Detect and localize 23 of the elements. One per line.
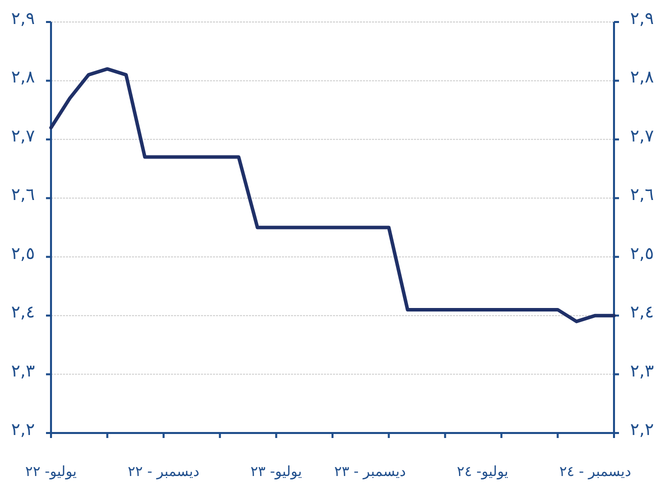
x-tick-label: يوليو- ٢٣ xyxy=(250,464,302,480)
y2-tick-label: ٢,٢ xyxy=(630,420,654,440)
x-tick-label: يوليو- ٢٢ xyxy=(25,464,77,480)
x-tick-label: يوليو- ٢٤ xyxy=(456,464,508,480)
y2-tick-label: ٢,٩ xyxy=(630,9,654,29)
y2-tick-label: ٢,٤ xyxy=(630,302,654,323)
y2-tick-label: ٢,٣ xyxy=(630,361,654,382)
line-series xyxy=(49,67,616,324)
y2-tick-label: ٢,٧ xyxy=(630,126,654,146)
y-tick-label: ٢,٤ xyxy=(11,302,35,323)
x-tick-label: ديسمبر - ٢٤ xyxy=(559,464,632,480)
y-tick-label: ٢,٩ xyxy=(11,9,35,29)
x-tick-label: ديسمبر - ٢٣ xyxy=(334,464,406,480)
y2-tick-label: ٢,٦ xyxy=(630,185,654,206)
y-tick-label: ٢,٦ xyxy=(11,185,35,206)
y-tick-label: ٢,٣ xyxy=(11,361,35,382)
y-tick-label: ٢,٢ xyxy=(11,420,35,440)
y-tick-label: ٢,٥ xyxy=(11,244,35,264)
y-tick-label: ٢,٨ xyxy=(11,68,35,88)
y2-tick-label: ٢,٥ xyxy=(630,244,654,264)
y-tick-label: ٢,٧ xyxy=(11,126,35,146)
y2-tick-label: ٢,٨ xyxy=(630,68,654,88)
x-tick-label: ديسمبر - ٢٢ xyxy=(128,464,200,480)
